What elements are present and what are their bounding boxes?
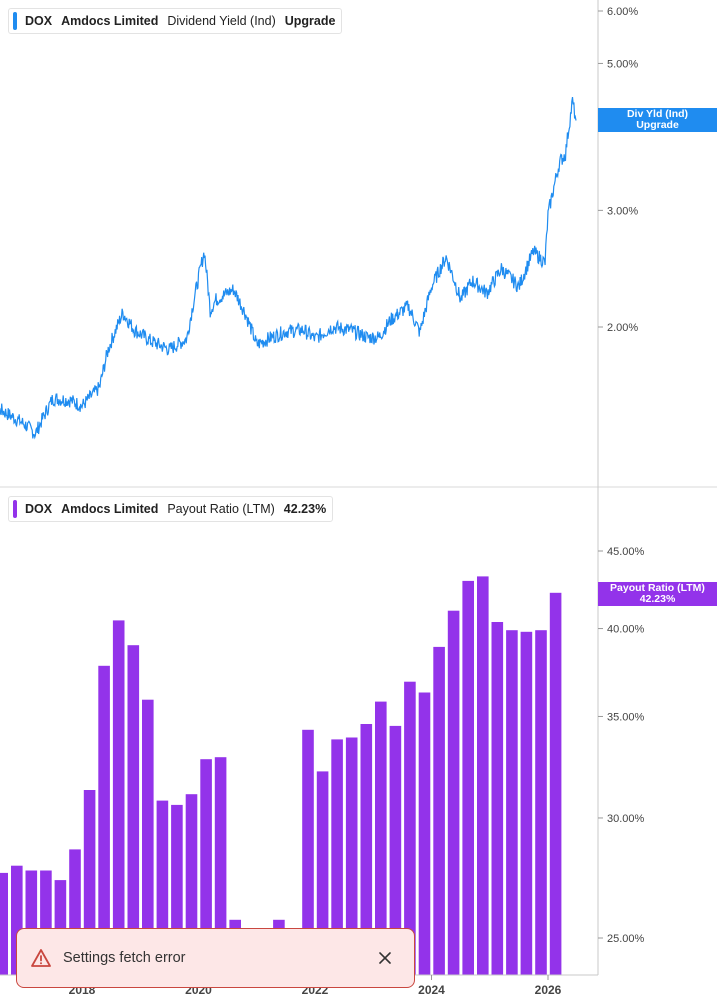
payout-bar bbox=[491, 622, 504, 975]
payout-bar bbox=[200, 759, 212, 975]
payout-bar bbox=[433, 646, 445, 975]
payout-bar bbox=[462, 580, 474, 975]
legend-value: 42.23% bbox=[283, 502, 327, 516]
legend-company: Amdocs Limited bbox=[61, 14, 159, 28]
payout-bar bbox=[156, 800, 169, 975]
dividend-yield-line bbox=[0, 97, 577, 440]
payout-bar bbox=[549, 592, 562, 975]
payout-bar bbox=[316, 771, 329, 975]
y-tick-label: 6.00% bbox=[607, 6, 638, 18]
payout-bar bbox=[171, 804, 183, 975]
payout-bar bbox=[520, 631, 533, 975]
legend-ticker: DOX bbox=[25, 14, 53, 28]
payout-bar bbox=[535, 630, 547, 975]
payout-bar bbox=[54, 880, 67, 975]
error-toast: Settings fetch error bbox=[16, 928, 415, 988]
payout-bar bbox=[0, 872, 9, 975]
payout-bar bbox=[69, 849, 81, 975]
y-tick-label: 2.00% bbox=[607, 322, 638, 334]
close-toast-button[interactable] bbox=[370, 943, 400, 973]
legend-dividend-yield: DOX Amdocs Limited Dividend Yield (Ind) … bbox=[8, 8, 343, 34]
series-color-swatch bbox=[13, 12, 17, 30]
payout-bar bbox=[83, 790, 96, 975]
payout-bar bbox=[331, 739, 343, 975]
payout-bar bbox=[112, 620, 125, 975]
payout-bar bbox=[25, 870, 38, 975]
payout-bar bbox=[98, 665, 110, 975]
payout-bar bbox=[127, 645, 140, 975]
tag-label: Div Yld (Ind) bbox=[626, 108, 689, 120]
payout-bar bbox=[142, 699, 154, 975]
payout-bar bbox=[447, 610, 460, 975]
tag-value: 42.23% bbox=[639, 593, 676, 605]
payout-bar bbox=[389, 725, 402, 975]
payout-bar bbox=[185, 794, 198, 975]
legend-company: Amdocs Limited bbox=[61, 502, 159, 516]
payout-bar bbox=[360, 724, 373, 975]
close-icon bbox=[379, 952, 391, 964]
toast-message: Settings fetch error bbox=[63, 950, 186, 966]
upgrade-link[interactable]: Upgrade bbox=[284, 14, 336, 28]
payout-bar bbox=[506, 630, 518, 975]
payout-bar bbox=[375, 701, 387, 975]
y-tick-label: 3.00% bbox=[607, 205, 638, 217]
legend-metric: Payout Ratio (LTM) bbox=[167, 502, 275, 516]
payout-bar bbox=[418, 692, 431, 975]
div-yield-axis-tag[interactable]: Div Yld (Ind) Upgrade bbox=[598, 108, 717, 132]
tag-value: Upgrade bbox=[636, 119, 679, 131]
x-tick-label: 2026 bbox=[535, 983, 562, 997]
y-tick-label: 45.00% bbox=[607, 546, 645, 558]
tag-label: Payout Ratio (LTM) bbox=[610, 582, 705, 594]
y-tick-label: 5.00% bbox=[607, 58, 638, 70]
payout-bar bbox=[477, 576, 489, 975]
payout-bar bbox=[40, 870, 52, 975]
series-color-swatch bbox=[13, 500, 17, 518]
x-tick-label: 2024 bbox=[418, 983, 445, 997]
y-tick-label: 30.00% bbox=[607, 813, 645, 825]
y-tick-label: 25.00% bbox=[607, 933, 645, 945]
payout-ratio-axis-tag: Payout Ratio (LTM) 42.23% bbox=[598, 582, 717, 606]
payout-bar bbox=[214, 757, 227, 975]
payout-bar bbox=[11, 865, 23, 975]
payout-bar bbox=[302, 729, 314, 975]
y-tick-label: 40.00% bbox=[607, 624, 645, 636]
payout-bar bbox=[345, 737, 358, 975]
legend-ticker: DOX bbox=[25, 502, 53, 516]
legend-metric: Dividend Yield (Ind) bbox=[167, 14, 276, 28]
y-tick-label: 35.00% bbox=[607, 711, 645, 723]
legend-payout-ratio: DOX Amdocs Limited Payout Ratio (LTM) 42… bbox=[8, 496, 334, 522]
warning-triangle-icon bbox=[31, 949, 51, 967]
payout-bar bbox=[404, 681, 416, 975]
